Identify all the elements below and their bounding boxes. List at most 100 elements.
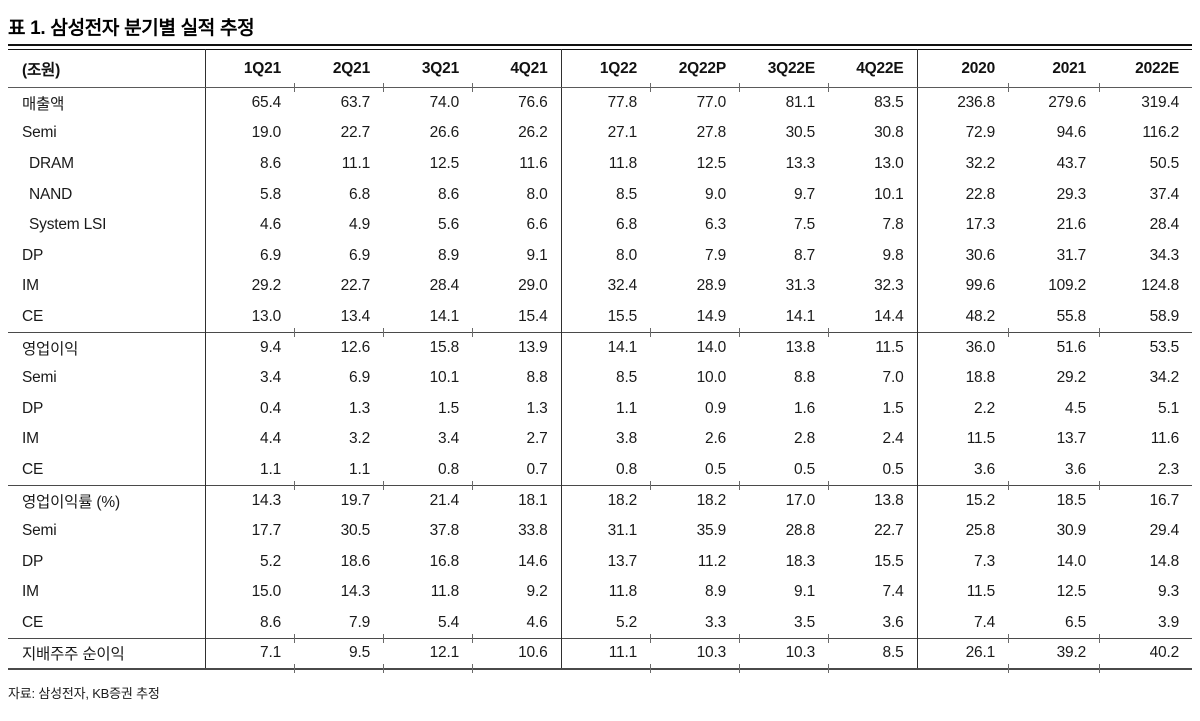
source-note: 자료: 삼성전자, KB증권 추정 [8,685,160,701]
table-cell: 15.2 [917,481,1008,516]
table-cell: 37.8 [429,522,460,540]
table-cell: 8.6 [260,154,281,172]
table-cell: 13.8 [828,484,918,516]
table-cell: 12.1 [383,634,473,673]
table-cell: 4.6 [472,607,562,639]
table-cell: 43.7 [1056,154,1087,172]
column-header-3q22e: 3Q22E [739,49,829,92]
row-label: NAND [8,179,206,210]
table-cell: 9.1 [472,240,562,272]
table-cell: 9.0 [705,185,726,203]
table-row: 매출액 65.4 63.7 74.0 76.6 77.8 77.0 81.1 83.5 236.8… [8,87,1192,119]
table-cell: 7.9 [349,613,370,631]
table-cell: 15.5 [828,546,918,577]
table-cell: 30.5 [340,522,371,540]
table-cell: 13.7 [1056,430,1087,448]
column-header-4q22e: 4Q22E [828,49,918,88]
table-cell: 17.7 [251,522,282,540]
table-cell: 8.0 [472,179,562,210]
table-cell: 9.1 [794,583,815,601]
table-cell: 16.8 [429,552,460,570]
table-row: IM 4.4 3.2 3.4 2.7 3.8 2.6 2.8 2.4 11.5 13.7 11.6 [8,424,1192,455]
table-cell: 0.5 [828,454,918,486]
table-cell: 27.1 [607,124,638,142]
table-cell: 4.4 [260,430,281,448]
table-cell: 6.9 [349,246,370,264]
table-cell: 11.5 [966,583,995,601]
table-cell: 8.6 [438,185,459,203]
page-title: 표 1. 삼성전자 분기별 실적 추정 [8,18,255,39]
table-cell: 0.5 [794,460,815,478]
table-cell: 10.1 [429,369,460,387]
row-label: DP [8,240,206,272]
table-cell: 18.6 [340,552,371,570]
table-cell: 22.7 [828,515,918,547]
table-row: IM 15.0 14.3 11.8 9.2 11.8 8.9 9.1 7.4 11.5 12.5 9.… [8,577,1192,608]
table-cell: 22.7 [340,124,371,142]
table-cell: 8.8 [472,362,562,394]
table-cell: 26.6 [429,124,460,142]
table-cell: 7.4 [828,577,918,608]
table-cell: 29.4 [1149,522,1180,540]
table-cell: 15.5 [607,307,638,325]
table-cell: 35.9 [696,522,727,540]
table-cell: 1.5 [828,393,918,425]
table-row: Semi 19.0 22.7 26.6 26.2 27.1 27.8 30.5 30.8 72.9… [8,118,1192,149]
table-cell: 9.2 [472,577,562,608]
table-cell: 14.3 [340,583,371,601]
table-cell: 7.3 [974,552,995,570]
table-cell: 1.1 [260,460,281,478]
table-cell: 5.4 [438,613,459,631]
row-label: IM [8,577,206,608]
table-cell: 124.8 [1141,277,1179,295]
table-cell: 22.7 [340,277,371,295]
table-cell: 3.8 [616,430,637,448]
table-cell: 9.8 [828,240,918,272]
table-cell: 10.3 [650,634,740,673]
column-header-4q21: 4Q21 [472,49,562,88]
table-cell: 12.5 [429,154,460,172]
table-cell: 34.3 [1149,246,1180,264]
table-cell: 8.8 [794,369,815,387]
table-cell: 14.6 [472,546,562,577]
table-cell: 6.8 [349,185,370,203]
table-cell: 12.5 [696,154,727,172]
table-cell: 76.6 [472,87,562,119]
table-cell: 30.6 [965,246,996,264]
table-cell: 109.2 [1048,277,1086,295]
row-label: Semi [8,362,206,394]
table-cell: 11.6 [472,148,562,180]
table-cell: 31.1 [607,522,638,540]
table-cell: 3.6 [1065,460,1086,478]
table-cell: 1.3 [349,399,370,417]
table-cell: 319.4 [1141,94,1179,112]
table-cell: 94.6 [1056,124,1087,142]
table-cell: 15.8 [383,328,473,363]
column-header-2021: 2021 [1008,49,1100,92]
table-cell: 0.7 [472,454,562,486]
table-cell: 10.1 [828,179,918,210]
row-label: CE [8,301,206,333]
table-cell: 6.8 [616,216,637,234]
table-cell: 18.2 [561,481,650,516]
column-header-2020: 2020 [917,49,1008,92]
table-body: 매출액 65.4 63.7 74.0 76.6 77.8 77.0 81.1 83.5 236.8… [8,87,1192,673]
row-label: 지배주주 순이익 [8,637,206,669]
table-cell: 6.5 [1065,613,1086,631]
table-cell: 11.6 [1150,430,1179,448]
table-row: Semi 3.4 6.9 10.1 8.8 8.5 10.0 8.8 7.0 18.8 29.2 34… [8,362,1192,394]
table-cell: 5.8 [260,185,281,203]
table-cell: 0.8 [438,460,459,478]
column-header-1q21: 1Q21 [205,49,294,92]
table-cell: 29.2 [1056,369,1087,387]
table-cell: 5.2 [616,613,637,631]
table-cell: 5.2 [260,552,281,570]
table-cell: 40.2 [1099,637,1192,669]
table-cell: 26.1 [917,634,1008,673]
table-cell: 83.5 [828,87,918,119]
table-cell: 32.4 [607,277,638,295]
table-cell: 13.4 [340,307,371,325]
table-cell: 8.5 [616,185,637,203]
table-cell: 11.5 [966,430,995,448]
table-cell: 3.4 [438,430,459,448]
